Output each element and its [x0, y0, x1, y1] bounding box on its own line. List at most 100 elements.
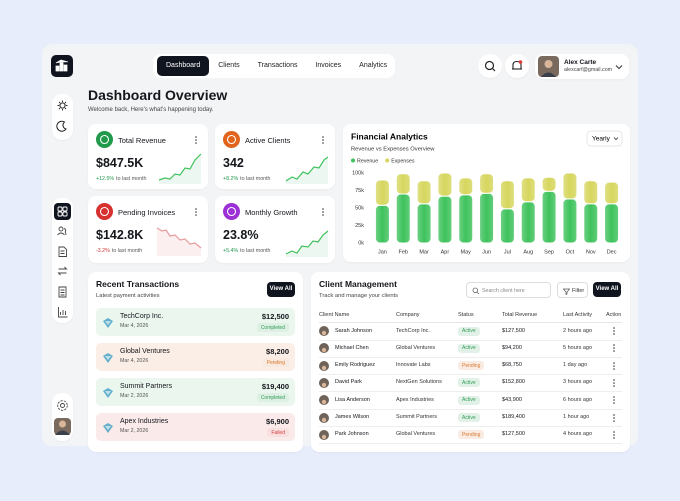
stat-label: Total Revenue: [118, 136, 166, 145]
transaction-amount: $19,400: [261, 382, 289, 391]
company-logo: [102, 316, 114, 328]
legend-swatch: [385, 158, 390, 163]
row-divider: [319, 374, 622, 376]
client-last-activity: 2 hours ago: [563, 327, 593, 334]
more-button[interactable]: [612, 413, 616, 423]
bar: [458, 177, 474, 196]
client-status: Active: [458, 378, 480, 388]
nav-tab[interactable]: Invoices: [315, 62, 342, 69]
more-button[interactable]: [612, 343, 616, 353]
transaction-row: TechCorp Inc. Mar 4, 2026 $12,500 Completed: [96, 308, 295, 336]
client-name: Sarah Johnson: [335, 327, 372, 334]
client-avatar: [319, 343, 329, 354]
chart-subtitle: Revenue vs Expenses Overview: [351, 147, 435, 153]
bar: [479, 173, 495, 194]
bar: [520, 201, 536, 244]
x-tick-label: Nov: [586, 249, 596, 255]
chart: Financial Analytics Revenue vs Expenses O…: [351, 130, 623, 255]
transaction-status: Failed: [267, 428, 289, 437]
more-button[interactable]: [321, 135, 325, 145]
stat-change: -3.2%: [96, 248, 110, 254]
more-button[interactable]: [194, 207, 198, 217]
page-title: Dashboard Overview: [88, 87, 228, 103]
legend-label: Revenue: [357, 158, 378, 164]
more-button[interactable]: [321, 207, 325, 217]
row-divider: [319, 408, 622, 410]
dropdown-chevron: [613, 137, 619, 141]
x-tick-label: Jul: [504, 249, 511, 255]
company-logo: [102, 386, 114, 398]
client-company: Global Ventures: [396, 431, 436, 438]
more-button[interactable]: [612, 430, 616, 440]
more-button[interactable]: [612, 395, 616, 405]
column-header: Total Revenue: [502, 312, 538, 318]
client-avatar: [319, 326, 329, 336]
stat-icon: [96, 203, 113, 220]
nav-tab[interactable]: Clients: [218, 62, 240, 69]
transaction-amount: $8,200: [266, 347, 289, 356]
transaction-status: Pending: [262, 358, 289, 367]
client-company: NextGen Solutions: [396, 379, 442, 386]
chart-title: Financial Analytics: [351, 131, 428, 141]
bar: [395, 193, 411, 244]
client-status: Active: [458, 413, 480, 422]
stat-change-line: +8.2% to last month: [223, 176, 271, 182]
transactions-card: Recent Transactions Latest payment activi…: [88, 272, 303, 452]
client-last-activity: 3 hours ago: [563, 379, 593, 386]
client-last-activity: 1 hour ago: [563, 414, 590, 420]
transaction-date: Mar 2, 2026: [120, 393, 149, 399]
y-tick-label: 100k: [352, 170, 364, 176]
stat-change-line: +5.4% to last month: [223, 248, 271, 254]
x-tick-label: Dec: [607, 249, 617, 255]
stat-card: Pending Invoices $142.8K -3.2% to last mont…: [88, 196, 208, 263]
nav-tab[interactable]: Transactions: [257, 62, 298, 69]
nav-tab[interactable]: Analytics: [359, 62, 388, 69]
client-name: Emily Rodriguez: [335, 362, 376, 369]
stat-icon: [96, 131, 113, 148]
stat-value: $142.8K: [96, 228, 144, 242]
search-button[interactable]: [478, 54, 502, 78]
x-tick-label: Apr: [441, 249, 450, 255]
bar: [416, 180, 432, 205]
card-title: Recent Transactions: [96, 279, 180, 289]
bar: [437, 195, 453, 244]
bar: [520, 177, 536, 203]
user-menu[interactable]: [535, 54, 629, 79]
more-button[interactable]: [612, 326, 616, 336]
x-tick-label: Aug: [523, 249, 533, 255]
search-box[interactable]: Search client here: [466, 282, 551, 298]
filter-button[interactable]: Filter: [557, 282, 588, 298]
transaction-date: Mar 4, 2026: [120, 323, 149, 329]
filter-label: Filter: [572, 287, 585, 294]
row-divider: [319, 426, 622, 427]
column-header: Client Name: [319, 312, 350, 318]
more-button[interactable]: [612, 378, 616, 388]
theme-switcher: [52, 94, 73, 140]
y-tick-label: 25k: [355, 223, 364, 229]
nav-tab[interactable]: Dashboard: [157, 56, 210, 76]
x-tick-label: Jan: [378, 249, 387, 255]
x-tick-label: Feb: [399, 249, 408, 255]
search-placeholder: Search client here: [482, 287, 525, 294]
client-company: TechCorp Inc.: [396, 327, 430, 334]
stat-change-line: -3.2% to last month: [96, 248, 142, 254]
bar: [458, 194, 474, 244]
x-tick-label: May: [461, 249, 472, 255]
client-avatar: [319, 412, 329, 423]
company-name: Summit Partners: [120, 383, 173, 390]
view-all-button[interactable]: View All: [267, 282, 295, 297]
card-subtitle: Latest payment activities: [96, 293, 160, 299]
period-dropdown[interactable]: Yearly: [586, 130, 623, 147]
transaction-row: Apex Industries Mar 2, 2026 $6,900 Failed: [96, 413, 295, 441]
more-button[interactable]: [194, 135, 198, 145]
stat-note: to last month: [116, 176, 147, 182]
client-revenue: $189,400: [502, 414, 525, 420]
view-all-button[interactable]: View All: [593, 282, 621, 297]
notification-button[interactable]: [505, 54, 529, 78]
user-name: Alex Carte: [564, 59, 597, 66]
more-button[interactable]: [612, 361, 616, 371]
client-company: Summit Partners: [396, 414, 437, 420]
stat-label: Monthly Growth: [245, 208, 298, 217]
client-status: Pending: [458, 361, 485, 371]
sparkline: [285, 230, 329, 257]
